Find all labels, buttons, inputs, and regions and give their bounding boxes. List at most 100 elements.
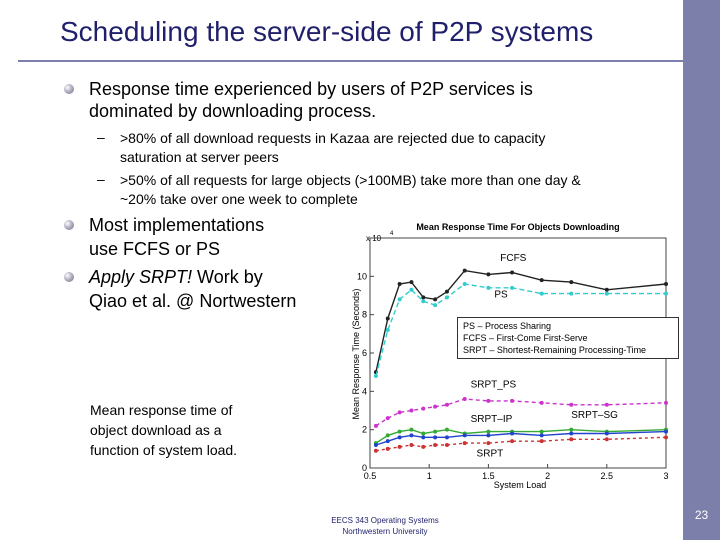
data-point-srpt_sg bbox=[486, 433, 491, 438]
y-tick-label: 0 bbox=[362, 463, 367, 473]
data-point-srpt_sg bbox=[433, 435, 438, 440]
data-point-srpt bbox=[433, 443, 438, 447]
data-point-srpt_sg bbox=[539, 433, 544, 438]
data-point-fcfs bbox=[569, 280, 574, 285]
sub-bullet-1-line-1: >80% of all download requests in Kazaa a… bbox=[120, 130, 546, 146]
data-point-srpt_ip bbox=[409, 427, 414, 432]
caption-line-3: function of system load. bbox=[90, 442, 238, 458]
series-label-fcfs: FCFS bbox=[500, 253, 526, 264]
bullet-1-line-2: dominated by downloading process. bbox=[89, 101, 377, 121]
data-point-srpt_ip bbox=[433, 429, 438, 434]
data-point-ps bbox=[421, 299, 426, 304]
data-point-srpt_ps bbox=[433, 404, 438, 409]
sub-bullet-2-line-2: ~20% take over one week to complete bbox=[120, 191, 358, 207]
caption-line-2: object download as a bbox=[90, 422, 222, 438]
series-label-ps: PS bbox=[494, 289, 508, 300]
data-point-srpt bbox=[569, 437, 574, 442]
bullet-2-line-2: use FCFS or PS bbox=[89, 239, 221, 259]
data-point-srpt_ps bbox=[569, 402, 574, 407]
data-point-fcfs bbox=[421, 295, 426, 300]
data-point-fcfs bbox=[539, 278, 544, 283]
bullet-3-line-2: Qiao et al. @ Nortwestern bbox=[89, 291, 297, 311]
caption-line-1: Mean response time of bbox=[90, 402, 233, 418]
x-axis-label: System Load bbox=[494, 480, 547, 490]
data-point-srpt_sg bbox=[397, 435, 402, 440]
data-point-fcfs bbox=[462, 268, 467, 273]
sub-bullet-2-line-1: >50% of all requests for large objects (… bbox=[120, 172, 581, 188]
chart-legend-box: PS – Process Sharing FCFS – First-Come F… bbox=[457, 317, 679, 359]
data-point-srpt bbox=[604, 437, 609, 442]
bullet-icon bbox=[64, 84, 74, 94]
series-label-srpt_ip: SRPT–IP bbox=[471, 414, 513, 425]
data-point-fcfs bbox=[409, 280, 414, 285]
data-point-ps bbox=[604, 291, 609, 296]
data-point-srpt bbox=[510, 439, 515, 444]
footer-school: Northwestern University bbox=[342, 527, 428, 536]
legend-line-srpt: SRPT – Shortest-Remaining Processing-Tim… bbox=[463, 345, 647, 355]
y-tick-label: 10 bbox=[357, 271, 367, 281]
bullet-1-line-1: Response time experienced by users of P2… bbox=[89, 79, 533, 99]
chart-title: Mean Response Time For Objects Downloadi… bbox=[416, 222, 619, 232]
data-point-srpt_sg bbox=[604, 431, 609, 436]
series-line-srpt bbox=[375, 436, 667, 452]
data-point-srpt bbox=[462, 441, 467, 446]
series-line-ps bbox=[375, 283, 666, 377]
y-tick-label: 4 bbox=[362, 386, 367, 396]
data-point-ps bbox=[373, 374, 378, 378]
y-axis-label: Mean Response Time (Seconds) bbox=[351, 288, 361, 419]
bullet-3-line-1: Apply SRPT! Work by bbox=[89, 266, 263, 288]
data-point-srpt bbox=[421, 444, 426, 449]
data-point-ps bbox=[397, 297, 402, 302]
slide-footer: EECS 343 Operating Systems Northwestern … bbox=[290, 515, 480, 537]
data-point-srpt_ip bbox=[444, 427, 449, 432]
x-tick-label: 2 bbox=[545, 471, 550, 481]
data-point-srpt bbox=[409, 443, 414, 447]
data-point-srpt_ip bbox=[486, 429, 491, 434]
bullet-2-line-1: Most implementations bbox=[89, 215, 265, 235]
sub-bullet-dash: – bbox=[97, 129, 105, 145]
y-exponent-label: 4 bbox=[390, 231, 394, 237]
data-point-fcfs bbox=[444, 289, 449, 294]
data-point-ps bbox=[385, 328, 390, 332]
bullet-3-emphasis: Apply SRPT! bbox=[89, 267, 193, 287]
data-point-srpt_ip bbox=[569, 427, 574, 432]
data-point-ps bbox=[444, 295, 449, 300]
bullet-icon bbox=[64, 220, 74, 230]
data-point-srpt_ps bbox=[664, 400, 668, 405]
data-point-fcfs bbox=[385, 316, 390, 321]
data-point-srpt_sg bbox=[444, 435, 449, 440]
x-tick-label: 0.5 bbox=[364, 471, 377, 481]
data-point-ps bbox=[539, 291, 544, 296]
data-point-fcfs bbox=[510, 270, 515, 275]
data-point-srpt bbox=[539, 439, 544, 444]
data-point-srpt_sg bbox=[409, 433, 414, 438]
data-point-srpt_sg bbox=[569, 431, 574, 436]
data-point-srpt bbox=[664, 435, 668, 440]
y-tick-label: 6 bbox=[362, 348, 367, 358]
data-point-srpt bbox=[397, 444, 402, 449]
data-point-srpt_ps bbox=[444, 402, 449, 407]
data-point-fcfs bbox=[433, 297, 438, 302]
data-point-srpt_sg bbox=[462, 433, 467, 438]
data-point-srpt_ps bbox=[421, 406, 426, 411]
data-point-ps bbox=[409, 287, 414, 292]
data-point-srpt_ps bbox=[385, 416, 390, 421]
page-number: 23 bbox=[694, 508, 709, 522]
data-point-srpt_ps bbox=[604, 402, 609, 407]
x-tick-label: 3 bbox=[663, 471, 668, 481]
y-tick-label: 8 bbox=[362, 310, 367, 320]
data-point-srpt_ip bbox=[539, 429, 544, 434]
series-label-srpt_ps: SRPT_PS bbox=[471, 380, 517, 391]
slide-title: Scheduling the server-side of P2P system… bbox=[60, 16, 594, 47]
data-point-srpt bbox=[486, 441, 491, 446]
title-divider bbox=[18, 60, 683, 62]
data-point-srpt_sg bbox=[385, 439, 390, 444]
series-label-srpt_sg: SRPT–SG bbox=[571, 410, 618, 421]
x-tick-label: 1 bbox=[427, 471, 432, 481]
legend-line-fcfs: FCFS – First-Come First-Serve bbox=[463, 333, 588, 343]
data-point-srpt_sg bbox=[373, 443, 378, 447]
data-point-srpt_sg bbox=[421, 435, 426, 440]
right-accent-bar bbox=[683, 0, 720, 540]
series-line-srpt_ps bbox=[375, 398, 667, 427]
response-time-chart: Mean Response Time For Objects Downloadi… bbox=[340, 212, 680, 495]
